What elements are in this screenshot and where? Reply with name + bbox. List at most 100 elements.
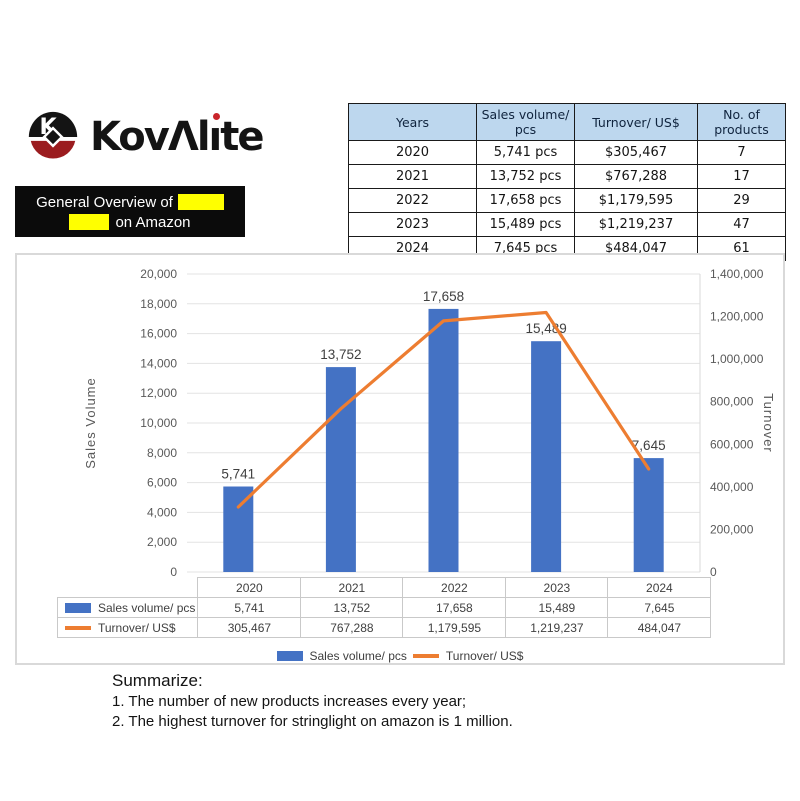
value-cell: 305,467 <box>197 617 302 638</box>
bar-swatch-icon <box>65 602 91 613</box>
overview-cell: 2020 <box>348 140 477 165</box>
overview-cell: 2021 <box>348 164 477 189</box>
summary-item-1: 1. The number of new products increases … <box>112 693 467 710</box>
overview-cell: 2022 <box>348 188 477 213</box>
year-cell: 2022 <box>402 577 507 598</box>
value-cell: 767,288 <box>300 617 404 638</box>
summary-title: Summarize: <box>112 671 203 690</box>
overview-header-cell: Sales volume/ pcs <box>476 103 575 141</box>
bar-2022 <box>428 308 459 572</box>
overview-cell: 15,489 pcs <box>476 212 575 237</box>
value-cell: 5,741 <box>197 597 302 618</box>
bar-label-2023: 15,489 <box>525 321 566 336</box>
summary-block: Summarize: 1. The number of new products… <box>112 670 513 731</box>
right-axis-title: Turnover <box>761 393 776 453</box>
overview-cell: $1,219,237 <box>574 212 698 237</box>
brand-part: Λ <box>167 114 199 160</box>
overview-cell: 29 <box>697 188 786 213</box>
right-axis-tick: 600,000 <box>710 437 754 451</box>
left-axis-tick: 14,000 <box>140 356 177 370</box>
kovalite-flower-icon: K <box>28 111 78 159</box>
brand-wordmark: KovΛlıte <box>90 108 265 166</box>
banner-line-1: General Overview of <box>15 193 245 213</box>
left-axis-tick: 0 <box>170 565 177 577</box>
left-axis-tick: 10,000 <box>140 416 177 430</box>
overview-header-cell: Turnover/ US$ <box>574 103 698 141</box>
overview-cell: 5,741 pcs <box>476 140 575 165</box>
redacted-highlight <box>69 214 110 230</box>
legend-item-sales: Sales volume/ pcs <box>276 649 407 663</box>
overview-cell: 17,658 pcs <box>476 188 575 213</box>
year-cell: 2021 <box>300 577 404 598</box>
legend-label-sales: Sales volume/ pcs <box>309 649 407 663</box>
left-axis-tick: 6,000 <box>147 476 177 490</box>
series-label-cell: Turnover/ US$ <box>56 617 199 638</box>
title-banner: General Overview of on Amazon <box>15 186 245 237</box>
line-swatch-icon <box>412 654 439 658</box>
overview-table: Years Sales volume/ pcs Turnover/ US$ No. o… <box>348 103 786 261</box>
left-axis-tick: 18,000 <box>140 297 177 311</box>
value-cell: 1,219,237 <box>505 617 609 638</box>
value-cell: 1,179,595 <box>402 617 507 638</box>
left-axis-tick: 4,000 <box>147 505 177 519</box>
overview-cell: 13,752 pcs <box>476 164 575 189</box>
right-axis-tick: 1,000,000 <box>710 352 764 366</box>
year-cell: 2020 <box>197 577 302 598</box>
bar-label-2022: 17,658 <box>423 289 464 304</box>
value-cell: 15,489 <box>505 597 609 618</box>
bar-2020 <box>223 486 254 572</box>
banner-line-2: on Amazon <box>15 213 245 233</box>
value-cell: 7,645 <box>607 597 712 618</box>
left-axis-tick: 16,000 <box>140 327 177 341</box>
legend-label-turnover: Turnover/ US$ <box>445 649 524 663</box>
left-axis-title: Sales Volume <box>83 377 98 469</box>
year-cell: 2023 <box>505 577 609 598</box>
summary-item-2: 2. The highest turnover for stringlight … <box>112 712 513 730</box>
chart-legend: Sales volume/ pcs Turnover/ US$ <box>17 649 783 663</box>
right-axis-tick: 1,400,000 <box>710 267 764 281</box>
table-corner-spacer <box>58 578 198 598</box>
chart-card: 0 2,000 4,000 6,000 8,000 10,000 12,000 14,000 1… <box>15 253 785 665</box>
right-axis-tick: 1,200,000 <box>710 310 764 324</box>
turnover-line <box>236 310 651 509</box>
brand-part: Kov <box>90 114 170 160</box>
overview-header-cell: Years <box>348 103 477 141</box>
overview-row: 2023 15,489 pcs $1,219,237 47 <box>348 212 786 237</box>
overview-header-cell: No. of products <box>697 103 786 141</box>
overview-cell: 47 <box>697 212 786 237</box>
brand-part: l <box>196 114 211 160</box>
chart-table-row: Turnover/ US$ 305,467 767,288 1,179,595 1,21… <box>56 617 712 638</box>
legend-item-turnover: Turnover/ US$ <box>412 649 524 663</box>
right-axis-tick: 200,000 <box>710 522 754 536</box>
right-axis-tick: 400,000 <box>710 480 754 494</box>
overview-row: 2022 17,658 pcs $1,179,595 29 <box>348 188 786 213</box>
chart-data-table: 2020 2021 2022 2023 2024 Sales volume/ pcs 5,7… <box>56 577 783 638</box>
banner-text-1: General Overview of <box>36 194 173 211</box>
overview-cell: $1,179,595 <box>574 188 698 213</box>
right-axis-tick: 800,000 <box>710 395 754 409</box>
combo-chart: 0 2,000 4,000 6,000 8,000 10,000 12,000 14,000 1… <box>17 255 783 577</box>
chart-table-row: Sales volume/ pcs 5,741 13,752 17,658 15,489… <box>56 597 712 618</box>
bar-label-2024: 7,645 <box>632 438 666 453</box>
left-axis-tick: 20,000 <box>140 267 177 281</box>
bar-label-2021: 13,752 <box>320 347 361 362</box>
brand-i-red-dot: ı <box>209 108 222 166</box>
value-cell: 17,658 <box>402 597 507 618</box>
value-cell: 13,752 <box>300 597 404 618</box>
overview-cell: $767,288 <box>574 164 698 189</box>
left-axis-tick: 2,000 <box>147 535 177 549</box>
bar-swatch-icon <box>276 651 303 661</box>
right-axis-tick: 0 <box>710 565 717 577</box>
overview-row: 2020 5,741 pcs $305,467 7 <box>348 140 786 165</box>
year-cell: 2024 <box>607 577 712 598</box>
kovalite-logo: K KovΛlıte <box>24 108 265 166</box>
redacted-highlight <box>177 194 224 210</box>
bar-2023 <box>531 341 562 572</box>
overview-cell: 7 <box>697 140 786 165</box>
overview-row: 2021 13,752 pcs $767,288 17 <box>348 164 786 189</box>
brand-part: te <box>220 114 264 160</box>
banner-text-2: on Amazon <box>115 214 191 231</box>
bar-label-2020: 5,741 <box>221 467 255 482</box>
overview-cell: $305,467 <box>574 140 698 165</box>
